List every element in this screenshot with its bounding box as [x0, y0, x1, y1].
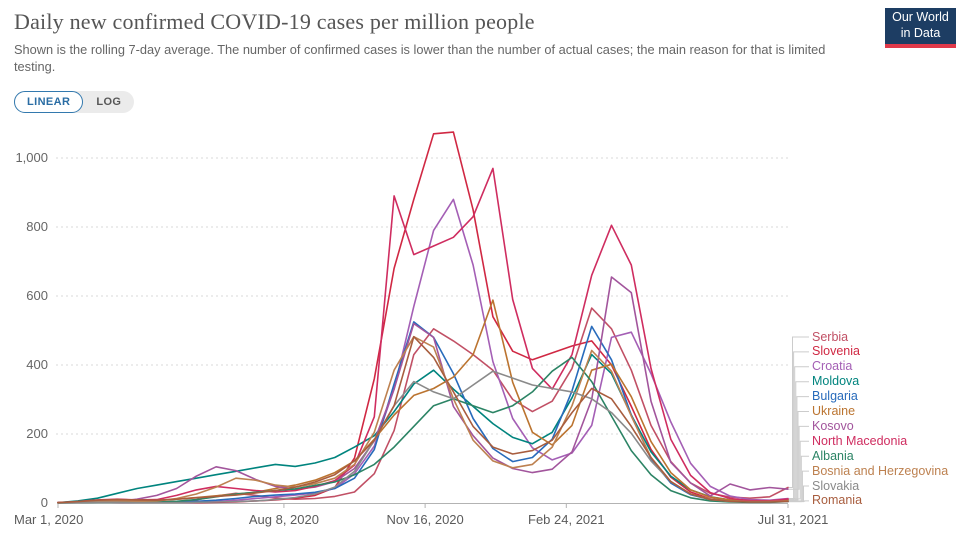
series-line-moldova[interactable]: [57, 353, 789, 504]
series-line-bosnia-and-herzegovina[interactable]: [57, 335, 789, 504]
y-tick-label-600: 600: [26, 288, 48, 303]
legend-item-moldova[interactable]: Moldova: [812, 374, 860, 389]
legend-item-north-macedonia[interactable]: North Macedonia: [812, 433, 908, 448]
legend-item-serbia[interactable]: Serbia: [812, 329, 849, 344]
x-tick-label-feb-24-2021: Feb 24, 2021: [528, 512, 605, 527]
owid-logo-line1: Our World: [892, 10, 949, 25]
legend-item-ukraine[interactable]: Ukraine: [812, 404, 856, 418]
owid-logo-line2: in Data: [900, 26, 941, 40]
series-line-romania[interactable]: [57, 335, 789, 504]
y-tick-label-1,000: 1,000: [15, 150, 48, 165]
x-tick-label-nov-16-2020: Nov 16, 2020: [386, 512, 464, 527]
x-tick-label-mar-1-2020: Mar 1, 2020: [14, 512, 84, 527]
legend-connector-kosovo: [789, 425, 809, 490]
y-tick-label-800: 800: [26, 219, 48, 234]
y-tick-label-400: 400: [26, 357, 48, 372]
series-line-kosovo[interactable]: [57, 276, 789, 504]
scale-toggle: LINEAR LOG: [14, 91, 135, 113]
series-line-serbia[interactable]: [57, 307, 789, 504]
legend-item-slovakia[interactable]: Slovakia: [812, 478, 860, 493]
legend-connector-north-macedonia: [789, 440, 809, 500]
chart-subtitle: Shown is the rolling 7-day average. The …: [14, 42, 826, 75]
y-tick-label-0: 0: [40, 495, 48, 510]
legend-item-kosovo[interactable]: Kosovo: [812, 418, 854, 433]
legend-item-croatia[interactable]: Croatia: [812, 359, 853, 374]
legend-connector-serbia: [789, 336, 809, 488]
series-line-croatia[interactable]: [57, 198, 789, 504]
page-title: Daily new confirmed COVID-19 cases per m…: [14, 9, 535, 34]
legend-item-bulgaria[interactable]: Bulgaria: [812, 389, 858, 404]
legend-item-romania[interactable]: Romania: [812, 493, 863, 508]
x-tick-label-jul-31-2021: Jul 31, 2021: [757, 512, 829, 527]
series-line-albania[interactable]: [57, 356, 789, 504]
y-tick-label-200: 200: [26, 426, 48, 441]
series-line-slovenia[interactable]: [57, 131, 789, 504]
legend-item-albania[interactable]: Albania: [812, 448, 854, 463]
series-line-bulgaria[interactable]: [57, 321, 789, 504]
log-tab[interactable]: LOG: [96, 96, 122, 108]
legend-item-slovenia[interactable]: Slovenia: [812, 344, 860, 359]
legend-connector-ukraine: [789, 411, 809, 501]
series-line-north-macedonia[interactable]: [57, 167, 789, 504]
legend-item-bosnia-and-herzegovina[interactable]: Bosnia and Herzegovina: [812, 463, 949, 478]
linear-tab[interactable]: LINEAR: [14, 91, 84, 113]
owid-logo[interactable]: Our World in Data: [885, 8, 956, 48]
x-tick-label-aug-8-2020: Aug 8, 2020: [248, 512, 319, 527]
